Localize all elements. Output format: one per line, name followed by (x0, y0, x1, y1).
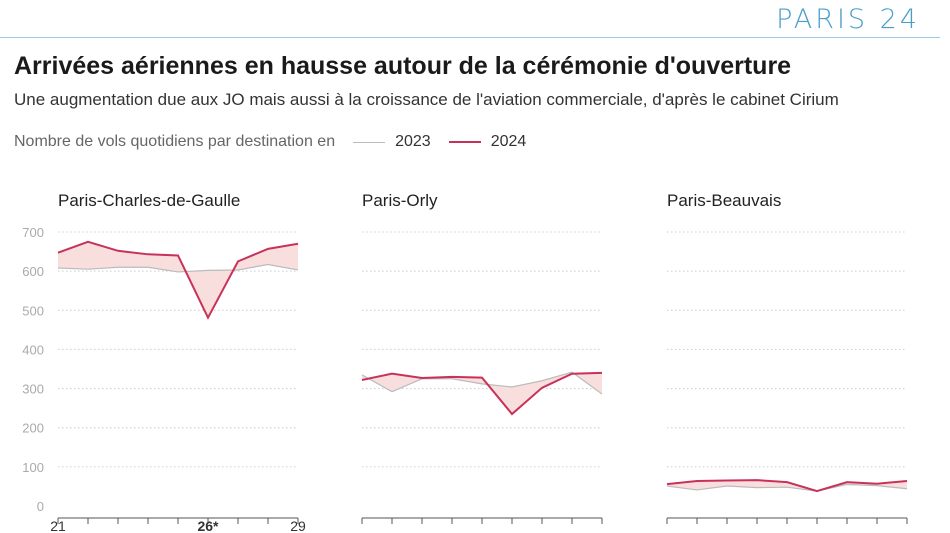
panel-1: Paris-Charles-de-Gaulle 0 100 200 300 400 500 6… (22, 191, 306, 533)
line-2023 (361, 371, 603, 395)
logo-underline (0, 37, 940, 38)
legend-swatch-2023 (353, 141, 386, 143)
line-2024 (666, 479, 908, 493)
x-tick-label: 26* (197, 518, 219, 533)
y-tick-label: 300 (22, 382, 44, 397)
difference-area (58, 241, 298, 318)
legend-item-2023: 2023 (395, 133, 431, 150)
x-tick-label: 29 (290, 518, 306, 533)
legend-item-2024: 2024 (490, 133, 527, 150)
line-2024 (361, 371, 603, 416)
y-tick-label: 100 (22, 460, 44, 475)
y-tick-label: 200 (22, 421, 44, 436)
chart-title: Arrivées aériennes en hausse autour de l… (14, 52, 792, 80)
panel-3: Paris-Beauvais (666, 191, 908, 524)
paris24-logo: PARIS 24 (776, 4, 920, 35)
panel-title: Paris-Beauvais (667, 191, 781, 210)
panel-2: Paris-Orly (361, 191, 603, 524)
y-tick-label: 500 (22, 303, 44, 318)
y-tick-label: 700 (22, 225, 44, 240)
panel-title: Paris-Orly (362, 191, 438, 210)
line-2024 (57, 240, 299, 320)
legend-label: Nombre de vols quotidiens par destinatio… (14, 133, 336, 150)
y-tick-label: 0 (37, 499, 44, 514)
x-tick-label: 21 (50, 518, 66, 533)
line-2023 (666, 483, 908, 492)
legend: Nombre de vols quotidiens par destinatio… (14, 133, 526, 151)
chart-subtitle: Une augmentation due aux JO mais aussi à… (14, 90, 839, 109)
y-tick-label: 600 (22, 264, 44, 279)
y-tick-label: 400 (22, 342, 44, 357)
legend-swatch-2024 (448, 141, 481, 143)
panel-title: Paris-Charles-de-Gaulle (58, 191, 240, 210)
difference-area (362, 372, 602, 415)
line-2023 (57, 263, 299, 273)
